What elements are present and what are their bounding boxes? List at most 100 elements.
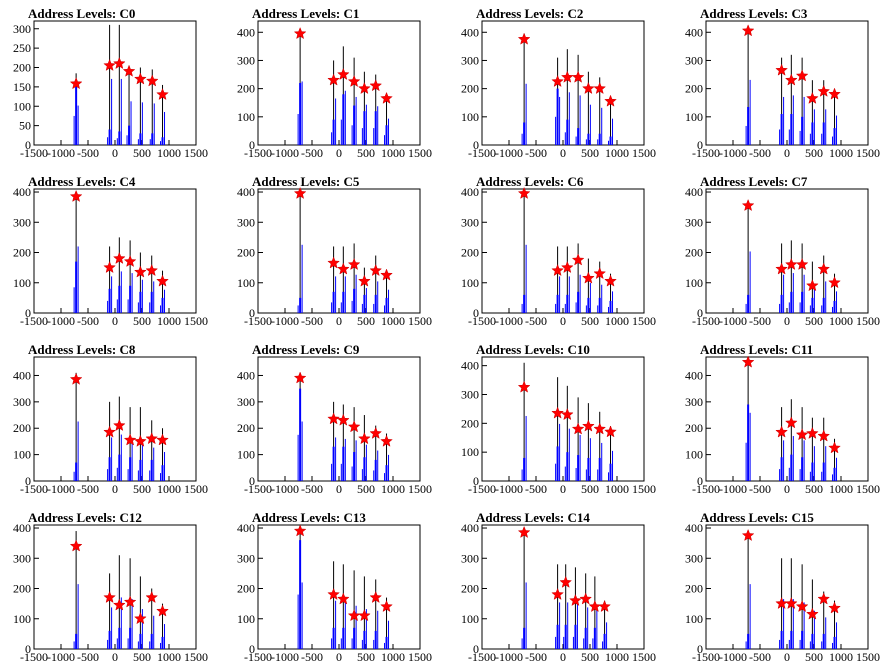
peak-marker bbox=[156, 87, 169, 101]
x-tick-label: 0 bbox=[784, 650, 790, 664]
x-tick-label: 0 bbox=[560, 314, 566, 328]
plot-frame bbox=[705, 356, 869, 482]
chart-title: Address Levels: C1 bbox=[252, 6, 359, 21]
y-tick-label: 300 bbox=[685, 551, 703, 565]
peak-marker bbox=[571, 70, 585, 83]
y-tick-label: 400 bbox=[13, 185, 31, 199]
y-tick-label: 400 bbox=[13, 521, 31, 535]
peak-marker bbox=[293, 186, 307, 199]
plot-frame bbox=[481, 356, 645, 482]
x-tick-label: 1000 bbox=[157, 650, 181, 664]
y-tick-label: 0 bbox=[697, 138, 703, 152]
x-tick-label: -500 bbox=[301, 482, 323, 496]
peak-marker bbox=[551, 263, 564, 277]
x-tick-label: -1000 bbox=[495, 650, 523, 664]
peak-marker bbox=[806, 279, 819, 292]
peak-marker bbox=[369, 79, 383, 92]
peak-marker bbox=[145, 263, 159, 277]
peak-marker bbox=[560, 260, 574, 274]
peak-marker bbox=[123, 254, 137, 267]
chart-panel: Address Levels: C6 0 100 200 300 400 -1500 -100… bbox=[448, 168, 672, 336]
y-tick-label: 200 bbox=[461, 82, 479, 96]
y-tick-label: 100 bbox=[461, 110, 479, 124]
x-tick-label: 1000 bbox=[605, 650, 629, 664]
peak-marker bbox=[784, 596, 798, 610]
chart-svg: Address Levels: C1 0 100 200 300 400 -1500 -100… bbox=[237, 6, 432, 160]
y-tick-label: 100 bbox=[685, 110, 703, 124]
peak-marker bbox=[806, 426, 819, 439]
x-tick-label: -500 bbox=[77, 482, 99, 496]
chart-title: Address Levels: C8 bbox=[28, 342, 136, 357]
y-tick-label: 400 bbox=[237, 185, 255, 199]
peak-marker bbox=[517, 380, 531, 393]
y-tick-label: 200 bbox=[237, 246, 255, 260]
peak-marker bbox=[380, 91, 393, 104]
x-tick-label: -1000 bbox=[47, 482, 75, 496]
x-tick-label: 1500 bbox=[632, 146, 656, 160]
x-tick-label: 500 bbox=[133, 482, 151, 496]
y-tick-label: 250 bbox=[13, 41, 31, 55]
x-tick-label: -500 bbox=[77, 650, 99, 664]
x-tick-label: -1000 bbox=[719, 314, 747, 328]
y-tick-label: 100 bbox=[685, 612, 703, 626]
peak-marker bbox=[134, 72, 147, 85]
y-tick-label: 200 bbox=[13, 61, 31, 75]
peak-marker bbox=[593, 422, 607, 435]
y-tick-label: 300 bbox=[461, 215, 479, 229]
peak-marker bbox=[559, 575, 573, 588]
x-tick-label: 0 bbox=[336, 482, 342, 496]
peak-marker bbox=[327, 412, 340, 425]
y-tick-label: 100 bbox=[237, 612, 255, 626]
x-tick-label: -1500 bbox=[468, 146, 496, 160]
chart-panel: Address Levels: C8 0 100 200 300 400 -1500 -100… bbox=[0, 336, 224, 504]
x-tick-label: -500 bbox=[301, 650, 323, 664]
y-tick-label: 200 bbox=[237, 82, 255, 96]
chart-svg: Address Levels: C13 0 100 200 300 400 -1500 -10… bbox=[237, 510, 432, 664]
peak-marker bbox=[795, 257, 809, 271]
y-tick-label: 200 bbox=[685, 582, 703, 596]
y-tick-label: 100 bbox=[461, 276, 479, 290]
peak-marker bbox=[817, 429, 831, 442]
peak-marker bbox=[103, 590, 116, 603]
x-tick-label: -1000 bbox=[271, 482, 299, 496]
x-tick-label: -1000 bbox=[47, 314, 75, 328]
x-tick-label: 1000 bbox=[381, 482, 405, 496]
peak-marker bbox=[604, 274, 617, 287]
peak-marker bbox=[569, 593, 582, 607]
y-tick-label: 300 bbox=[685, 53, 703, 67]
y-tick-label: 400 bbox=[461, 359, 479, 373]
peak-marker bbox=[551, 74, 564, 88]
peak-marker bbox=[551, 587, 564, 600]
peak-marker bbox=[358, 81, 371, 95]
peak-marker bbox=[112, 251, 126, 264]
y-tick-label: 300 bbox=[461, 53, 479, 67]
peak-marker bbox=[369, 426, 383, 439]
y-tick-label: 100 bbox=[13, 612, 31, 626]
chart-panel: Address Levels: C3 0 100 200 300 400 -1500 -100… bbox=[672, 0, 896, 168]
y-tick-label: 200 bbox=[237, 582, 255, 596]
peak-marker bbox=[123, 595, 137, 608]
y-tick-label: 300 bbox=[685, 215, 703, 229]
peak-marker bbox=[69, 539, 83, 552]
x-tick-label: 500 bbox=[805, 482, 823, 496]
x-tick-label: 1500 bbox=[408, 482, 432, 496]
x-tick-label: -1000 bbox=[271, 146, 299, 160]
x-tick-label: -1000 bbox=[719, 482, 747, 496]
peak-marker bbox=[69, 372, 83, 385]
peak-marker bbox=[582, 419, 595, 432]
peak-marker bbox=[380, 434, 393, 447]
y-tick-label: 400 bbox=[685, 185, 703, 199]
y-tick-label: 400 bbox=[237, 25, 255, 39]
x-tick-label: -500 bbox=[301, 314, 323, 328]
x-tick-label: 500 bbox=[133, 146, 151, 160]
chart-svg: Address Levels: C7 0 100 200 300 400 -1500 -100… bbox=[685, 174, 880, 328]
peak-marker bbox=[828, 276, 841, 289]
peak-marker bbox=[598, 599, 611, 613]
y-tick-label: 300 bbox=[237, 395, 255, 409]
y-tick-label: 0 bbox=[473, 642, 479, 656]
x-tick-label: -1000 bbox=[719, 146, 747, 160]
peak-marker bbox=[336, 67, 350, 80]
plot-frame bbox=[33, 524, 197, 650]
peak-marker bbox=[69, 189, 83, 202]
y-tick-label: 100 bbox=[13, 448, 31, 462]
